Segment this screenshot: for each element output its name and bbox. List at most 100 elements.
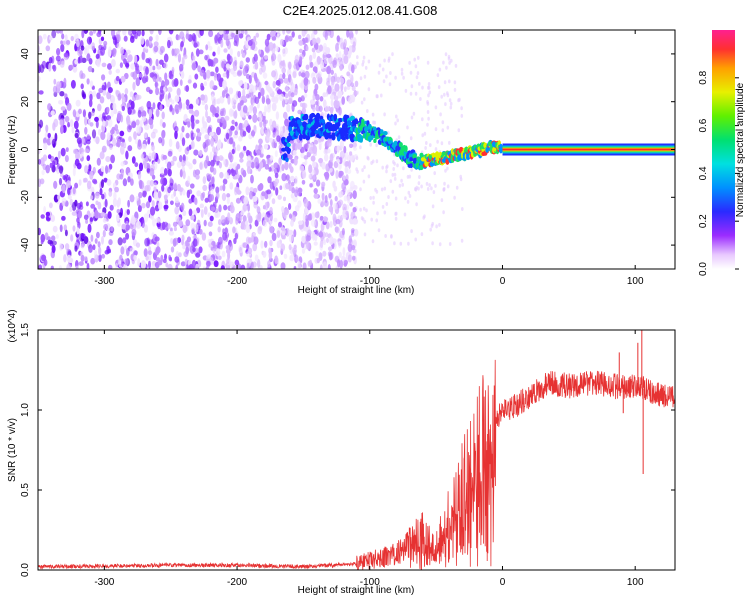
noise-blob	[343, 86, 347, 92]
noise-blob	[182, 103, 186, 110]
noise-blob	[294, 144, 300, 150]
noise-blob	[119, 62, 123, 68]
noise-blob	[150, 131, 156, 139]
noise-blob	[306, 241, 310, 250]
noise-blob	[443, 187, 446, 191]
noise-blob	[45, 164, 50, 174]
noise-blob	[116, 199, 120, 208]
noise-blob	[455, 185, 459, 190]
noise-blob	[350, 37, 354, 45]
noise-blob	[231, 169, 236, 177]
noise-blob	[333, 185, 338, 192]
noise-blob	[272, 43, 276, 49]
noise-blob	[439, 112, 442, 117]
noise-blob	[447, 54, 451, 59]
noise-blob	[113, 191, 117, 201]
noise-blob	[252, 113, 258, 123]
noise-blob	[180, 261, 186, 267]
noise-blob	[74, 182, 79, 189]
noise-blob	[338, 251, 342, 258]
noise-blob	[401, 182, 405, 187]
noise-blob	[343, 259, 348, 266]
noise-blob	[448, 79, 451, 84]
noise-blob	[288, 213, 293, 219]
noise-blob	[147, 139, 151, 145]
noise-blob	[170, 227, 173, 232]
noise-blob	[269, 213, 273, 222]
noise-blob	[195, 119, 200, 124]
noise-blob	[88, 111, 92, 120]
noise-blob	[115, 68, 121, 74]
noise-blob	[82, 109, 86, 118]
noise-blob	[38, 126, 41, 133]
noise-blob	[348, 64, 352, 72]
noise-blob	[96, 58, 101, 68]
signal-blob	[353, 118, 359, 124]
noise-blob	[192, 82, 198, 89]
noise-blob	[177, 53, 182, 63]
noise-blob	[169, 70, 173, 76]
noise-blob	[446, 166, 449, 171]
noise-blob	[245, 220, 249, 226]
noise-blob	[278, 93, 285, 102]
noise-blob	[66, 254, 72, 263]
snr-series-line	[38, 359, 675, 570]
noise-blob	[194, 109, 200, 117]
noise-blob	[194, 197, 198, 206]
noise-blob	[160, 177, 165, 185]
x-tick-label: -100	[360, 276, 380, 287]
noise-blob	[44, 131, 49, 139]
noise-blob	[446, 125, 450, 130]
noise-blob	[349, 154, 355, 162]
noise-blob	[142, 48, 146, 53]
noise-blob	[195, 30, 199, 37]
noise-blob	[115, 75, 120, 82]
noise-blob	[134, 162, 139, 168]
noise-blob	[220, 40, 224, 48]
signal-blob	[286, 142, 291, 147]
noise-blob	[58, 265, 62, 269]
noise-blob	[362, 55, 366, 60]
noise-blob	[212, 248, 216, 254]
noise-blob	[213, 260, 219, 268]
noise-blob	[92, 244, 96, 251]
noise-blob	[244, 30, 248, 35]
noise-blob	[69, 64, 74, 70]
signal-blob	[331, 132, 336, 137]
noise-blob	[391, 189, 395, 194]
noise-blob	[239, 158, 244, 163]
noise-blob	[47, 239, 53, 245]
noise-blob	[100, 212, 106, 217]
noise-blob	[222, 183, 226, 192]
noise-blob	[48, 62, 52, 72]
noise-blob	[393, 176, 397, 181]
noise-blob	[97, 103, 102, 112]
noise-blob	[169, 256, 173, 262]
x-tick-label: -300	[94, 276, 114, 287]
noise-blob	[120, 46, 124, 55]
noise-blob	[224, 172, 230, 180]
noise-blob	[190, 183, 195, 189]
noise-blob	[380, 93, 383, 98]
noise-blob	[228, 137, 234, 145]
noise-blob	[222, 159, 226, 166]
noise-blob	[216, 126, 221, 136]
noise-blob	[203, 159, 208, 169]
noise-blob	[165, 262, 169, 268]
noise-blob	[149, 167, 155, 177]
noise-blob	[103, 223, 109, 231]
noise-blob	[187, 79, 192, 84]
noise-blob	[126, 119, 131, 126]
noise-blob	[110, 226, 114, 232]
noise-blob	[154, 236, 160, 242]
noise-blob	[353, 146, 357, 151]
noise-blob	[336, 76, 341, 84]
noise-blob	[431, 204, 435, 209]
noise-blob	[45, 124, 49, 133]
noise-blob	[275, 129, 280, 138]
noise-blob	[229, 182, 234, 190]
noise-blob	[429, 143, 432, 148]
noise-blob	[286, 103, 291, 113]
noise-blob	[288, 61, 292, 70]
noise-blob	[362, 59, 365, 64]
